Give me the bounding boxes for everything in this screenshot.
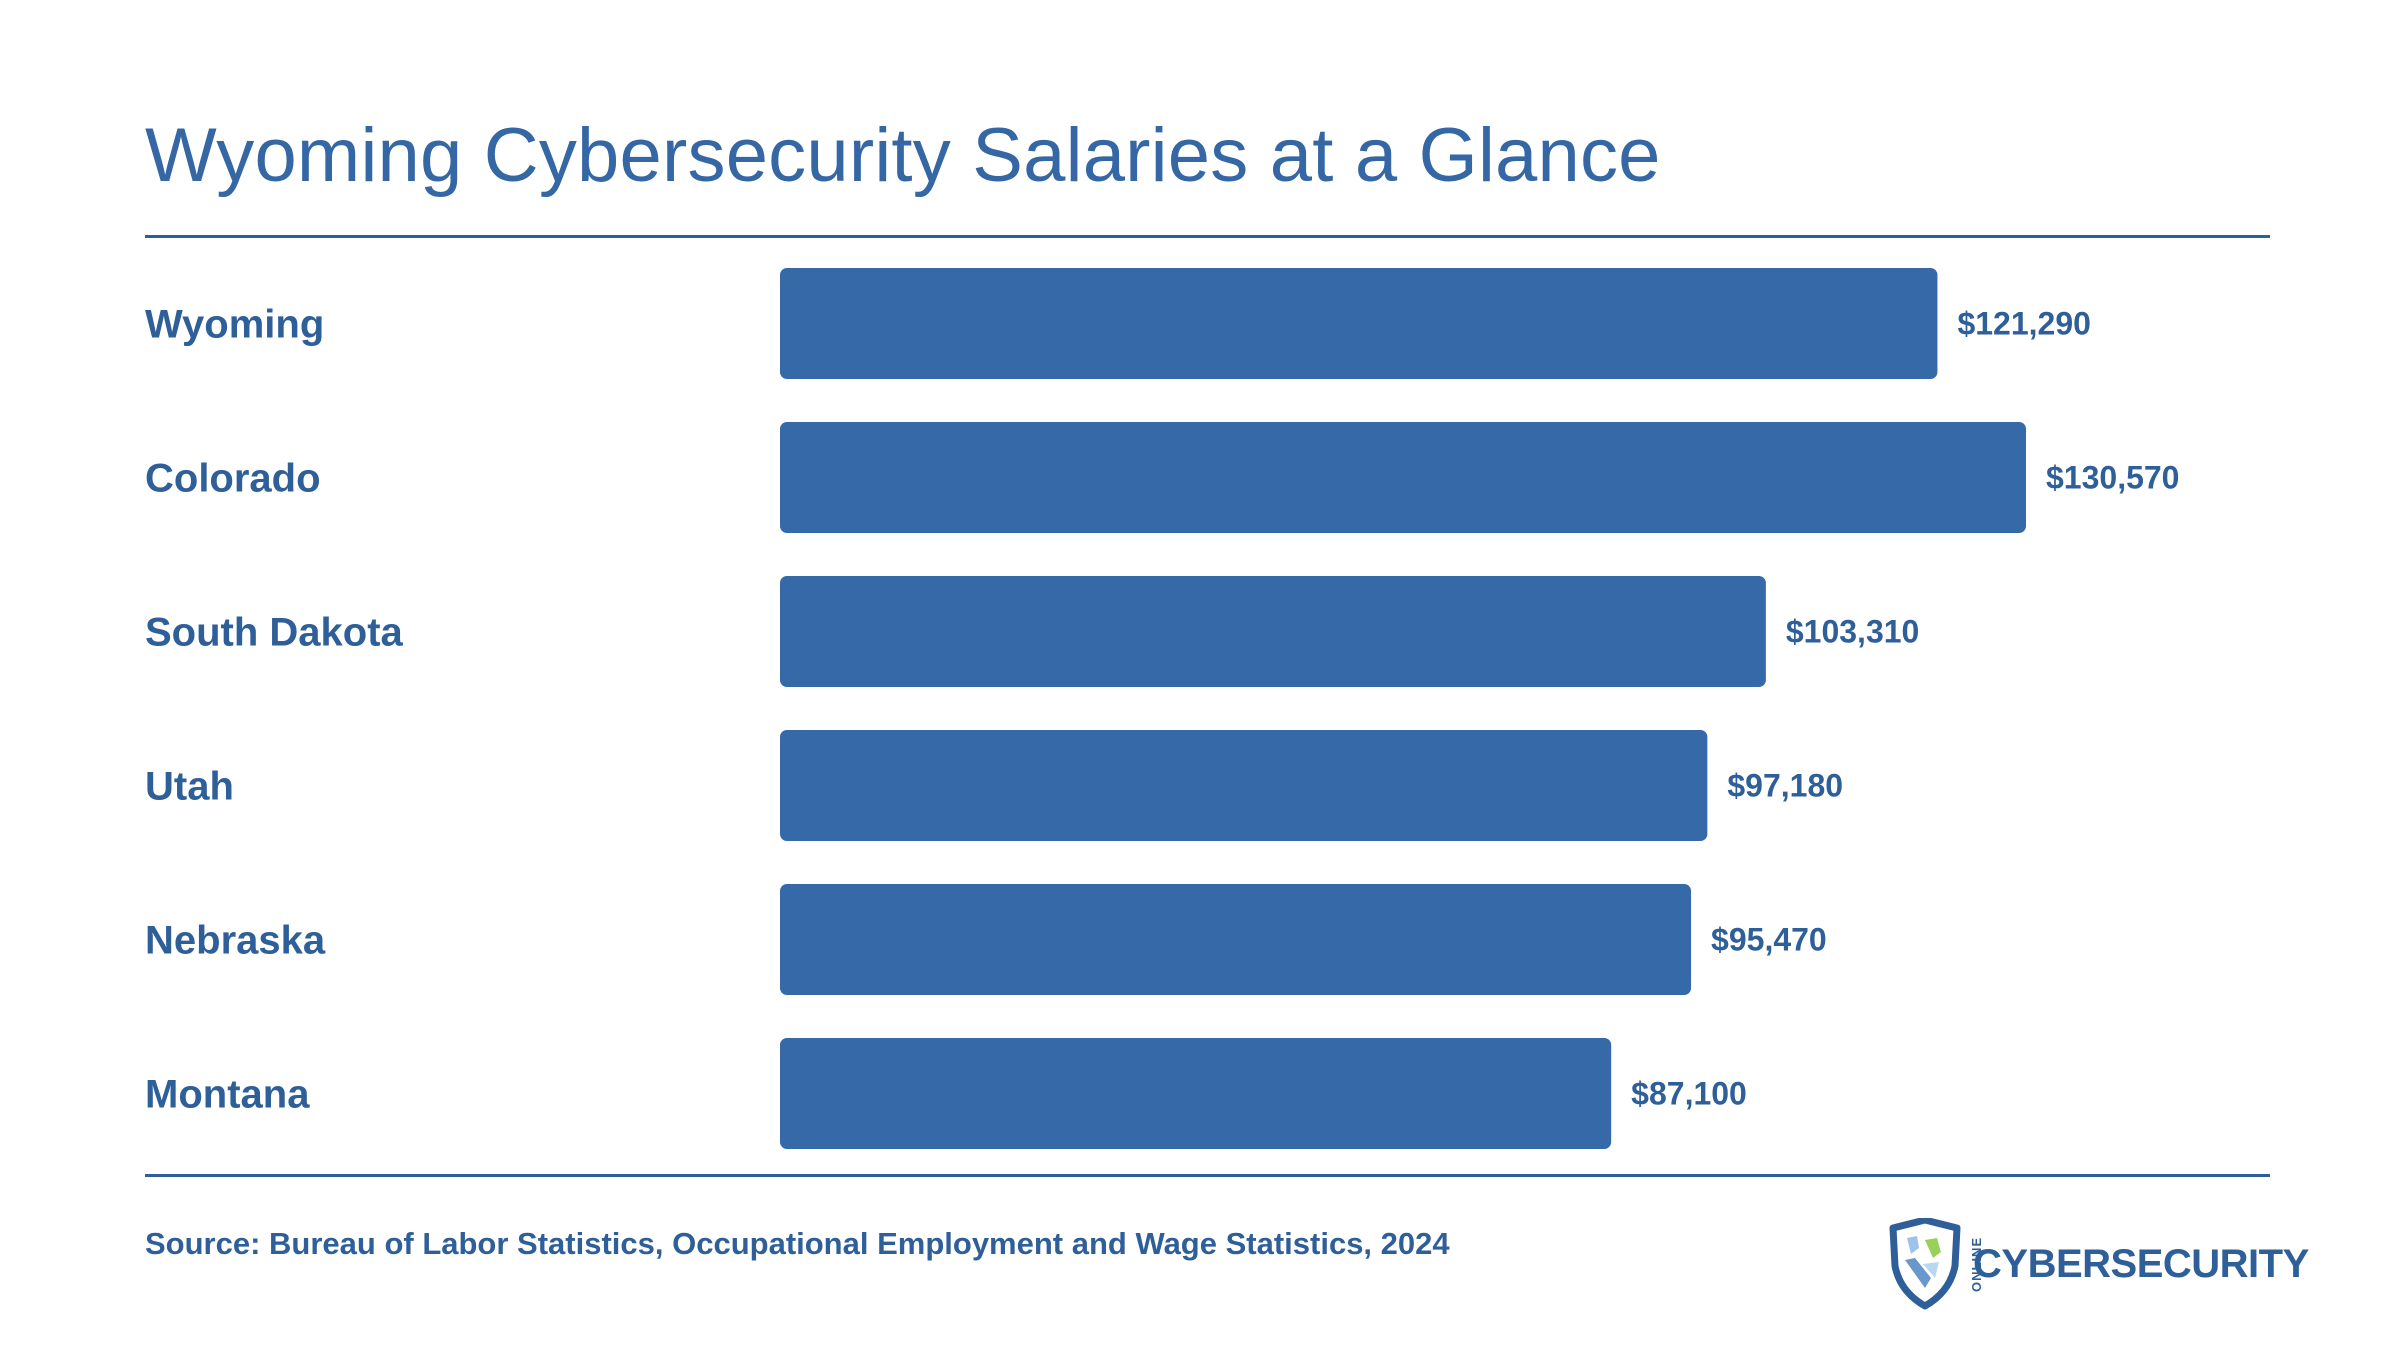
value-label-wyoming: $121,290	[1957, 306, 2090, 342]
value-label-nebraska: $95,470	[1711, 922, 1827, 958]
category-label-south-dakota: South Dakota	[145, 611, 404, 655]
logo-wordmark: CYBERSECURITY	[1973, 1242, 2309, 1286]
bar-utah	[780, 730, 1708, 841]
top-divider	[145, 235, 2270, 238]
category-label-nebraska: Nebraska	[145, 919, 326, 963]
category-label-utah: Utah	[145, 765, 234, 809]
bottom-divider	[145, 1174, 2270, 1177]
bar-nebraska	[780, 884, 1692, 995]
category-label-montana: Montana	[145, 1073, 310, 1117]
value-label-montana: $87,100	[1631, 1076, 1747, 1112]
bar-south-dakota	[780, 576, 1766, 687]
source-note: Source: Bureau of Labor Statistics, Occu…	[145, 1226, 1450, 1261]
bar-wyoming	[780, 268, 1938, 379]
chart-title: Wyoming Cybersecurity Salaries at a Glan…	[145, 113, 1661, 198]
value-label-utah: $97,180	[1727, 768, 1843, 804]
shield-icon	[1889, 1218, 1961, 1310]
value-label-colorado: $130,570	[2046, 460, 2179, 496]
category-label-wyoming: Wyoming	[145, 303, 324, 347]
bar-montana	[780, 1038, 1612, 1149]
value-label-south-dakota: $103,310	[1786, 614, 1919, 650]
brand-logo: ONLINE CYBERSECURITY	[1885, 1218, 2309, 1310]
bar-colorado	[780, 422, 2026, 533]
category-label-colorado: Colorado	[145, 457, 321, 501]
